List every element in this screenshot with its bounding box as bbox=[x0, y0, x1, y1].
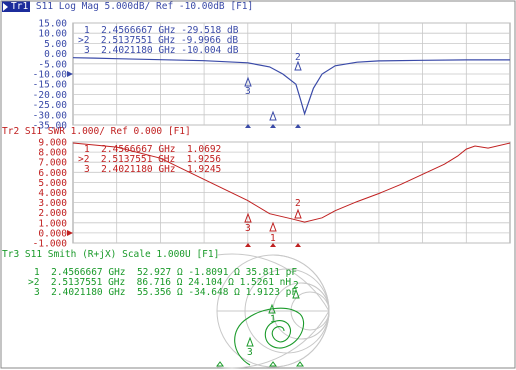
trace2-marker-2: >2 2.5137551 GHz 1.9256 bbox=[78, 154, 221, 165]
stimulus-marker-3 bbox=[245, 124, 251, 128]
y-tick-label: 6.000 bbox=[38, 168, 67, 179]
y-tick-label: 5.00 bbox=[44, 39, 67, 50]
marker1-flag[interactable] bbox=[269, 110, 277, 121]
y-tick-label: 0.000 bbox=[38, 228, 67, 239]
y-tick-label: 9.000 bbox=[38, 138, 67, 149]
marker3-flag-label: 3 bbox=[245, 86, 251, 97]
smith-stimulus-marker bbox=[269, 361, 277, 367]
trace1-y-ticks: 15.0010.005.000.00-5.00-10.00-15.00-20.0… bbox=[33, 19, 68, 132]
trace1-marker-2: >2 2.5137551 GHz -9.9966 dB bbox=[78, 35, 238, 46]
y-tick-label: -15.00 bbox=[33, 80, 68, 91]
y-tick-label: 4.000 bbox=[38, 188, 67, 199]
trace2-y-ticks: 9.0008.0007.0006.0005.0004.0003.0002.000… bbox=[33, 138, 68, 250]
y-tick-label: -5.00 bbox=[38, 59, 67, 70]
trace2-title[interactable]: Tr2 S11 SWR 1.000/ Ref 0.000 [F1] bbox=[2, 126, 191, 137]
trace1-marker-3: 3 2.4021180 GHz -10.004 dB bbox=[84, 45, 239, 56]
trace3-title[interactable]: Tr3 S11 Smith (R+jX) Scale 1.000U [F1] bbox=[2, 249, 220, 260]
y-tick-label: 5.000 bbox=[38, 178, 67, 189]
marker2-flag-label: 2 bbox=[293, 280, 299, 291]
marker1-flag-label: 1 bbox=[270, 233, 276, 244]
smith-grid bbox=[216, 253, 330, 369]
marker2-flag[interactable] bbox=[294, 208, 302, 219]
trace3-marker-table: 1 2.4566667 GHz 52.927 Ω -1.8091 Ω 35.81… bbox=[28, 267, 297, 298]
trace1-marker-1: 1 2.4566667 GHz -29.518 dB bbox=[84, 25, 239, 36]
trace1-badge[interactable]: Tr1 bbox=[2, 1, 31, 12]
y-tick-label: -30.00 bbox=[33, 110, 68, 121]
ref-level-arrow[interactable] bbox=[67, 230, 73, 236]
y-tick-label: 7.000 bbox=[38, 158, 67, 169]
marker1-flag-label: 1 bbox=[270, 314, 276, 325]
trace1-plot: 15.0010.005.000.00-5.00-10.00-15.00-20.0… bbox=[33, 19, 511, 132]
trace2-line bbox=[72, 142, 511, 223]
y-tick-label: 15.00 bbox=[38, 19, 67, 30]
stimulus-marker-1 bbox=[270, 124, 276, 128]
marker1-flag[interactable] bbox=[269, 221, 277, 232]
trace1-grid bbox=[73, 22, 510, 126]
trace2-marker-1: 1 2.4566667 GHz 1.0692 bbox=[84, 144, 221, 155]
smith-stimulus-marker bbox=[296, 361, 304, 367]
y-tick-label: 1.000 bbox=[38, 218, 67, 229]
trace2-marker-3: 3 2.4021180 GHz 1.9245 bbox=[84, 164, 221, 175]
marker3-flag[interactable] bbox=[244, 76, 252, 87]
marker3-flag[interactable] bbox=[246, 336, 254, 347]
y-tick-label: 2.000 bbox=[38, 208, 67, 219]
trace2-marker-table: 1 2.4566667 GHz 1.0692 >2 2.5137551 GHz … bbox=[78, 144, 221, 175]
marker2-flag[interactable] bbox=[294, 60, 302, 71]
stimulus-marker-1 bbox=[270, 243, 276, 247]
trace1-title[interactable]: Tr1 S11 Log Mag 5.000dB/ Ref -10.00dB [F… bbox=[2, 1, 253, 13]
trace1-title-text: S11 Log Mag 5.000dB/ Ref -10.00dB [F1] bbox=[30, 1, 254, 12]
stimulus-marker-2 bbox=[295, 243, 301, 247]
smith-stimulus-marker bbox=[216, 361, 224, 367]
stimulus-marker-3 bbox=[245, 243, 251, 247]
marker3-flag[interactable] bbox=[244, 212, 252, 223]
y-tick-label: -35.00 bbox=[33, 121, 68, 132]
y-tick-label: 3.000 bbox=[38, 198, 67, 209]
trace1-marker-table: 1 2.4566667 GHz -29.518 dB >2 2.5137551 … bbox=[78, 25, 239, 56]
trace1-marker-flags: 3 2 bbox=[67, 52, 302, 128]
trace2-grid bbox=[73, 141, 510, 244]
trace2-plot: 9.0008.0007.0006.0005.0004.0003.0002.000… bbox=[33, 138, 511, 250]
trace3-smith-plot: 1 2.4566667 GHz 52.927 Ω -1.8091 Ω 35.81… bbox=[28, 253, 330, 369]
trace3-marker-3: 3 2.4021180 GHz 55.356 Ω -34.648 Ω 1.912… bbox=[34, 287, 297, 298]
y-tick-label: 0.00 bbox=[44, 49, 67, 60]
y-tick-label: 10.00 bbox=[38, 29, 67, 40]
ref-level-arrow[interactable] bbox=[67, 71, 73, 77]
trace1-line bbox=[72, 57, 510, 116]
stimulus-marker-2 bbox=[295, 124, 301, 128]
y-tick-label: 8.000 bbox=[38, 148, 67, 159]
trace3-marker-1: 1 2.4566667 GHz 52.927 Ω -1.8091 Ω 35.81… bbox=[34, 267, 297, 278]
marker3-flag-label: 3 bbox=[247, 347, 253, 358]
y-tick-label: -25.00 bbox=[33, 100, 68, 111]
y-tick-label: -20.00 bbox=[33, 90, 68, 101]
trace2-marker-flags: 3 1 2 bbox=[67, 198, 302, 247]
y-tick-label: -1.000 bbox=[33, 239, 68, 250]
marker2-flag-label: 2 bbox=[295, 52, 301, 63]
trace3-smith-locus bbox=[234, 307, 305, 366]
marker3-flag-label: 3 bbox=[245, 223, 251, 234]
trace3-marker-2: >2 2.5137551 GHz 86.716 Ω 24.104 Ω 1.526… bbox=[28, 277, 291, 288]
marker2-flag-label: 2 bbox=[295, 198, 301, 209]
marker2-flag[interactable] bbox=[292, 288, 300, 299]
marker1-flag[interactable] bbox=[268, 303, 276, 314]
y-tick-label: -10.00 bbox=[33, 70, 68, 81]
